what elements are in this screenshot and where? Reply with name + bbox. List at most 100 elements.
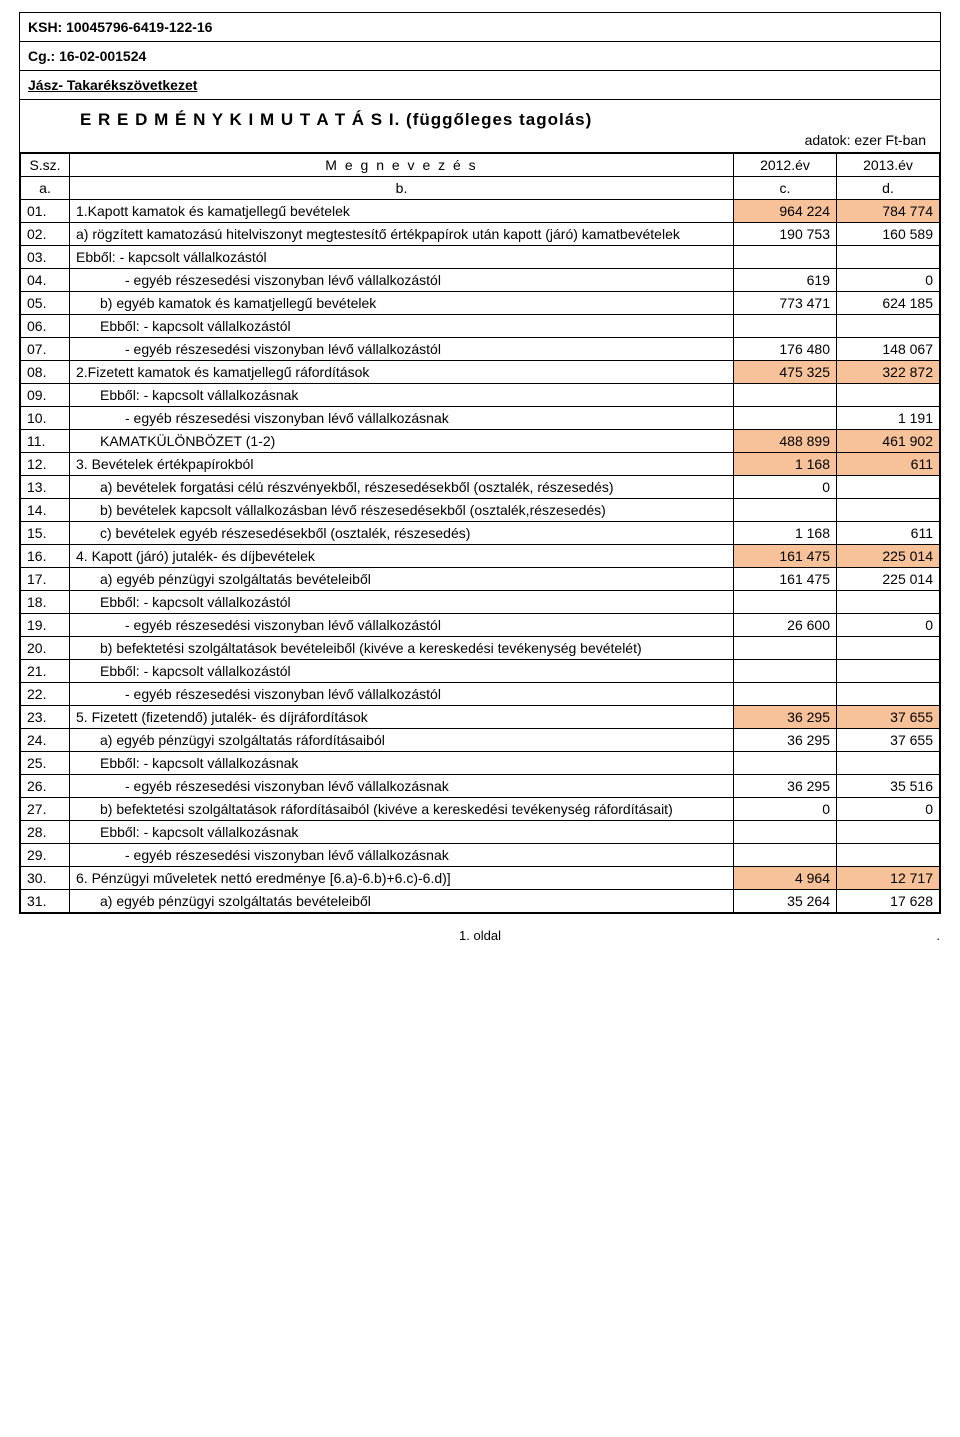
table-abcd-row: a. b. c. d. (21, 177, 940, 200)
row-value-1: 488 899 (734, 430, 837, 453)
row-label: 3. Bevételek értékpapírokból (70, 453, 734, 476)
row-number: 21. (21, 660, 70, 683)
row-value-2: 12 717 (837, 867, 940, 890)
table-row: 30.6. Pénzügyi műveletek nettó eredménye… (21, 867, 940, 890)
row-value-1: 0 (734, 476, 837, 499)
row-label: 1.Kapott kamatok és kamatjellegű bevétel… (70, 200, 734, 223)
row-value-2: 37 655 (837, 706, 940, 729)
row-value-1 (734, 407, 837, 430)
row-value-1 (734, 683, 837, 706)
row-value-1: 619 (734, 269, 837, 292)
table-row: 16.4. Kapott (járó) jutalék- és díjbevét… (21, 545, 940, 568)
table-row: 20.b) befektetési szolgáltatások bevétel… (21, 637, 940, 660)
row-value-2 (837, 844, 940, 867)
table-row: 21.Ebből: - kapcsolt vállalkozástól (21, 660, 940, 683)
row-number: 06. (21, 315, 70, 338)
row-value-1 (734, 315, 837, 338)
row-value-1: 161 475 (734, 568, 837, 591)
row-number: 13. (21, 476, 70, 499)
row-value-1: 1 168 (734, 522, 837, 545)
table-row: 17.a) egyéb pénzügyi szolgáltatás bevéte… (21, 568, 940, 591)
main-title: E R E D M É N Y K I M U T A T Á S I. (fü… (80, 110, 934, 130)
row-value-2: 35 516 (837, 775, 940, 798)
row-value-2 (837, 315, 940, 338)
row-value-1: 4 964 (734, 867, 837, 890)
row-value-1 (734, 384, 837, 407)
row-label: 2.Fizetett kamatok és kamatjellegű ráfor… (70, 361, 734, 384)
row-number: 11. (21, 430, 70, 453)
row-value-1: 475 325 (734, 361, 837, 384)
row-number: 10. (21, 407, 70, 430)
row-value-1 (734, 752, 837, 775)
document-page: KSH: 10045796-6419-122-16 Cg.: 16-02-001… (19, 12, 941, 914)
row-label: Ebből: - kapcsolt vállalkozásnak (70, 821, 734, 844)
row-label: - egyéb részesedési viszonyban lévő váll… (70, 269, 734, 292)
org-text: Jász- Takarékszövetkezet (28, 77, 197, 93)
row-label: a) bevételek forgatási célú részvényekbő… (70, 476, 734, 499)
table-row: 15.c) bevételek egyéb részesedésekből (o… (21, 522, 940, 545)
col-d: d. (837, 177, 940, 200)
row-value-1 (734, 499, 837, 522)
table-row: 09.Ebből: - kapcsolt vállalkozásnak (21, 384, 940, 407)
table-row: 18.Ebből: - kapcsolt vállalkozástól (21, 591, 940, 614)
col-y1: 2012.év (734, 154, 837, 177)
row-value-2: 624 185 (837, 292, 940, 315)
row-number: 19. (21, 614, 70, 637)
row-value-1: 1 168 (734, 453, 837, 476)
row-number: 25. (21, 752, 70, 775)
row-number: 30. (21, 867, 70, 890)
row-label: Ebből: - kapcsolt vállalkozástól (70, 315, 734, 338)
row-value-2 (837, 499, 940, 522)
table-row: 03. Ebből: - kapcsolt vállalkozástól (21, 246, 940, 269)
row-label: Ebből: - kapcsolt vállalkozástól (70, 246, 734, 269)
row-label: KAMATKÜLÖNBÖZET (1-2) (70, 430, 734, 453)
row-value-2: 611 (837, 453, 940, 476)
row-number: 03. (21, 246, 70, 269)
cg-header: Cg.: 16-02-001524 (20, 42, 940, 71)
row-value-2: 611 (837, 522, 940, 545)
row-number: 27. (21, 798, 70, 821)
row-label: b) bevételek kapcsolt vállalkozásban lév… (70, 499, 734, 522)
row-value-1: 0 (734, 798, 837, 821)
table-row: 11.KAMATKÜLÖNBÖZET (1-2)488 899461 902 (21, 430, 940, 453)
row-number: 15. (21, 522, 70, 545)
row-value-2: 225 014 (837, 545, 940, 568)
row-value-2: 225 014 (837, 568, 940, 591)
row-number: 07. (21, 338, 70, 361)
table-header-row: S.sz. M e g n e v e z é s 2012.év 2013.é… (21, 154, 940, 177)
row-value-2: 148 067 (837, 338, 940, 361)
col-sz: S.sz. (21, 154, 70, 177)
col-a: a. (21, 177, 70, 200)
row-value-2 (837, 246, 940, 269)
row-number: 20. (21, 637, 70, 660)
row-number: 05. (21, 292, 70, 315)
row-label: a) egyéb pénzügyi szolgáltatás bevételei… (70, 568, 734, 591)
row-number: 17. (21, 568, 70, 591)
row-value-1: 36 295 (734, 706, 837, 729)
row-value-2: 37 655 (837, 729, 940, 752)
row-number: 02. (21, 223, 70, 246)
table-row: 01.1.Kapott kamatok és kamatjellegű bevé… (21, 200, 940, 223)
row-value-1: 35 264 (734, 890, 837, 913)
row-value-2: 0 (837, 614, 940, 637)
row-value-2: 160 589 (837, 223, 940, 246)
row-label: - egyéb részesedési viszonyban lévő váll… (70, 338, 734, 361)
row-number: 14. (21, 499, 70, 522)
table-row: 22.- egyéb részesedési viszonyban lévő v… (21, 683, 940, 706)
row-label: a) egyéb pénzügyi szolgáltatás ráfordítá… (70, 729, 734, 752)
table-row: 04.- egyéb részesedési viszonyban lévő v… (21, 269, 940, 292)
table-row: 14.b) bevételek kapcsolt vállalkozásban … (21, 499, 940, 522)
row-label: - egyéb részesedési viszonyban lévő váll… (70, 683, 734, 706)
table-row: 19.- egyéb részesedési viszonyban lévő v… (21, 614, 940, 637)
row-value-2 (837, 476, 940, 499)
row-number: 22. (21, 683, 70, 706)
row-value-1: 36 295 (734, 775, 837, 798)
row-label: 5. Fizetett (fizetendő) jutalék- és díjr… (70, 706, 734, 729)
row-label: Ebből: - kapcsolt vállalkozástól (70, 591, 734, 614)
row-value-2: 461 902 (837, 430, 940, 453)
table-row: 08.2.Fizetett kamatok és kamatjellegű rá… (21, 361, 940, 384)
row-value-1: 190 753 (734, 223, 837, 246)
row-value-2 (837, 752, 940, 775)
table-row: 26.- egyéb részesedési viszonyban lévő v… (21, 775, 940, 798)
col-name: M e g n e v e z é s (70, 154, 734, 177)
